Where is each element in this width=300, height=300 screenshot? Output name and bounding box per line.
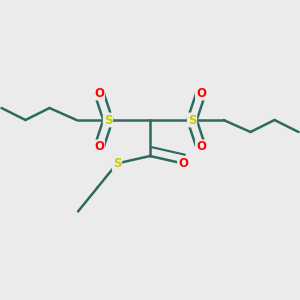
Text: O: O [196,140,206,154]
Text: O: O [94,140,104,154]
Text: S: S [113,157,121,170]
Text: O: O [94,86,104,100]
Text: S: S [104,113,112,127]
Text: O: O [196,86,206,100]
Text: O: O [178,157,188,170]
Text: S: S [188,113,196,127]
